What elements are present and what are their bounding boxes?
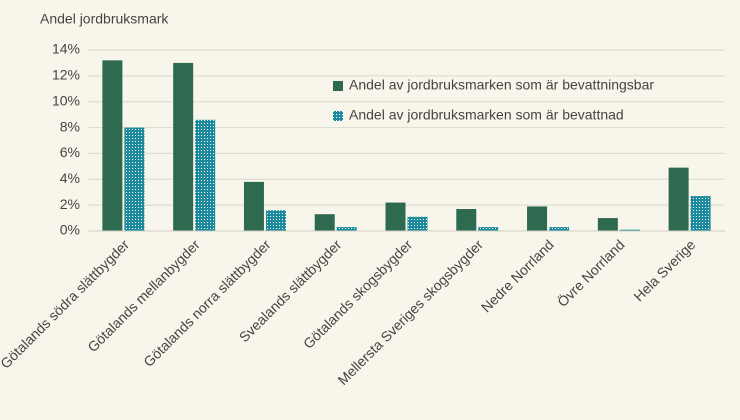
bar [456, 209, 477, 231]
y-axis-title: Andel jordbruksmark [40, 11, 169, 27]
bar [195, 119, 216, 231]
bar [314, 214, 335, 231]
legend-label: Andel av jordbruksmarken som är bevattna… [349, 107, 624, 123]
bar [527, 206, 548, 231]
y-tick-label: 0% [60, 222, 80, 238]
bar [690, 196, 711, 231]
bar [597, 218, 618, 231]
y-tick-label: 8% [60, 118, 80, 134]
bar [173, 62, 194, 231]
bar [124, 127, 145, 231]
bar [336, 227, 357, 231]
bar [102, 60, 123, 231]
y-tick-label: 10% [52, 92, 80, 108]
legend-swatch [333, 81, 343, 91]
y-tick-label: 6% [60, 144, 80, 160]
bar [243, 181, 264, 231]
bar [549, 227, 570, 231]
legend-swatch [333, 111, 343, 121]
y-tick-label: 12% [52, 67, 80, 83]
y-tick-label: 2% [60, 196, 80, 212]
bar [619, 229, 640, 231]
y-tick-label: 4% [60, 170, 80, 186]
y-tick-label: 14% [52, 41, 80, 57]
bar [668, 167, 689, 231]
bar [265, 210, 286, 231]
bar [385, 202, 406, 231]
legend-label: Andel av jordbruksmarken som är bevattni… [349, 77, 654, 93]
bar [478, 227, 499, 231]
bar [407, 216, 428, 231]
